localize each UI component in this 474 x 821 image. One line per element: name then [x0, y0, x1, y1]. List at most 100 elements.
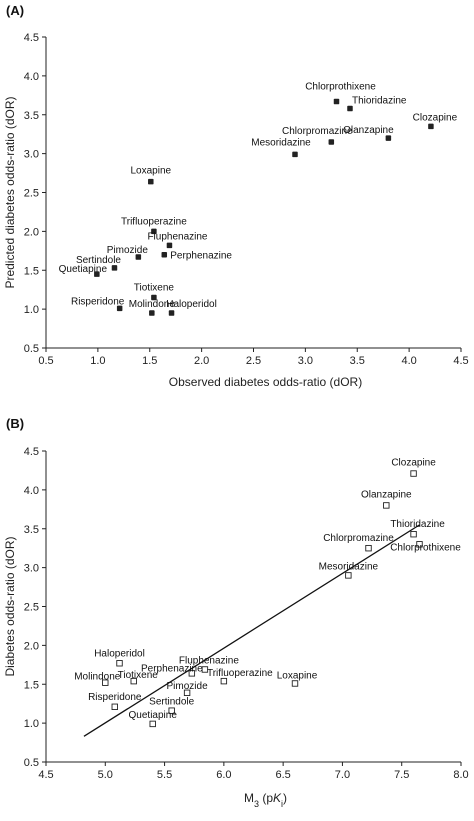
point-label-olanzapine: Olanzapine — [361, 489, 412, 500]
y-tick-label-b: 1.0 — [24, 718, 39, 730]
y-tick-label-a: 2.5 — [24, 188, 39, 200]
data-point-trifluoperazine — [220, 677, 228, 685]
point-label-perphenazine: Perphenazine — [141, 663, 203, 674]
point-label-haloperidol: Haloperidol — [94, 648, 145, 659]
x-tick-label-a: 1.5 — [142, 355, 157, 367]
panel-a: (A) 0.5 1.0 1.5 2.0 2.5 3.0 3.5 4.0 4.5 0.5 1.0 1.5 2… — [3, 3, 469, 389]
point-label-trifluoperazine: Trifluoperazine — [207, 668, 273, 679]
point-label-olanzapine: Olanzapine — [343, 125, 394, 136]
x-tick-label-a: 1.0 — [90, 355, 105, 367]
y-tick-label-a: 0.5 — [24, 343, 39, 355]
data-point-mesoridazine — [345, 572, 352, 579]
y-tick-label-a: 2.0 — [24, 226, 39, 238]
y-tick-label-b: 3.5 — [24, 524, 39, 536]
data-point-tiotixene — [130, 677, 137, 685]
x-tick-label-b: 6.5 — [275, 769, 290, 781]
data-point-chlorprothixene — [333, 98, 340, 105]
data-point-molindone — [102, 679, 109, 686]
x-tick-label-a: 0.5 — [38, 355, 53, 367]
point-label-thioridazine: Thioridazine — [390, 519, 445, 530]
data-point-chlorprothixene — [416, 541, 423, 548]
y-tick-label-b: 4.5 — [24, 446, 39, 458]
y-tick-label-a: 4.0 — [24, 71, 39, 83]
point-label-perphenazine: Perphenazine — [170, 251, 232, 262]
data-point-perphenazine — [188, 670, 196, 677]
data-point-quetiapine — [94, 271, 100, 277]
point-label-fluphenazine: Fluphenazine — [179, 655, 239, 666]
data-point-olanzapine — [383, 502, 390, 509]
point-label-chlorpromazine: Chlorpromazine — [282, 126, 353, 137]
panel-b: (B) 4.5 5.0 5.5 6.0 6.5 7.0 7.5 8.0 0.5 1.0 1.5 2.0 2… — [3, 416, 469, 809]
point-label-fluphenazine: Fluphenazine — [147, 231, 207, 242]
x-tick-label-a: 3.5 — [350, 355, 365, 367]
x-axis-label-b: M3 (pKi) — [244, 791, 287, 809]
data-point-fluphenazine — [166, 242, 173, 249]
regression-line — [83, 524, 420, 737]
point-label-chlorpromazine: Chlorpromazine — [323, 533, 394, 544]
data-point-pimozide — [183, 689, 191, 697]
data-point-loxapine — [148, 178, 154, 185]
data-point-clozapine — [410, 470, 417, 477]
panel-label-b: (B) — [6, 416, 24, 431]
point-label-sertindole: Sertindole — [76, 255, 121, 266]
data-point-risperidone — [116, 305, 123, 312]
point-label-molindone: Molindone — [74, 672, 121, 683]
point-label-chlorprothixene: Chlorprothixene — [390, 542, 461, 553]
data-point-olanzapine — [385, 135, 392, 141]
x-axis-label-a: Observed diabetes odds-ratio (dOR) — [169, 375, 362, 389]
data-point-sertindole — [168, 707, 175, 714]
y-tick-label-b: 2.5 — [24, 602, 39, 614]
point-label-risperidone: Risperidone — [88, 692, 142, 703]
data-point-fluphenazine — [201, 666, 209, 673]
x-tick-label-a: 3.0 — [298, 355, 313, 367]
data-point-sertindole — [111, 265, 118, 271]
x-tick-label-b: 7.0 — [335, 769, 350, 781]
y-tick-label-b: 4.0 — [24, 485, 39, 497]
point-label-mesoridazine: Mesoridazine — [251, 137, 311, 148]
x-tick-label-b: 5.0 — [98, 769, 113, 781]
point-label-pimozide: Pimozide — [167, 681, 209, 692]
y-tick-label-a: 4.5 — [24, 32, 39, 44]
data-point-haloperidol — [116, 660, 123, 667]
x-tick-label-a: 2.5 — [246, 355, 261, 367]
data-point-clozapine — [428, 123, 434, 130]
y-tick-label-b: 0.5 — [24, 757, 39, 769]
x-tick-label-b: 7.5 — [394, 769, 409, 781]
x-tick-label-b: 8.0 — [453, 769, 468, 781]
y-tick-label-b: 1.5 — [24, 679, 39, 691]
x-tick-label-b: 6.0 — [216, 769, 231, 781]
y-tick-label-b: 3.0 — [24, 563, 39, 575]
point-label-pimozide: Pimozide — [107, 245, 149, 256]
point-label-tiotixene: Tiotixene — [118, 670, 159, 681]
point-label-clozapine: Clozapine — [391, 458, 436, 469]
point-label-chlorprothixene: Chlorprothixene — [305, 82, 376, 93]
data-point-quetiapine — [149, 720, 156, 728]
point-label-loxapine: Loxapine — [277, 670, 318, 681]
data-point-thioridazine — [347, 105, 353, 112]
data-point-chlorpromazine — [328, 139, 335, 145]
point-label-loxapine: Loxapine — [130, 166, 171, 177]
y-axis-label-b: Diabetes odds-ratio (dOR) — [3, 536, 17, 676]
y-tick-label-a: 1.0 — [24, 304, 39, 316]
data-point-chlorpromazine — [365, 544, 372, 552]
y-tick-label-a: 3.0 — [24, 149, 39, 161]
point-label-haloperidol: Haloperidol — [166, 299, 217, 310]
data-point-molindone — [149, 310, 155, 316]
point-label-quetiapine: Quetiapine — [129, 710, 178, 721]
data-point-perphenazine — [161, 251, 168, 258]
point-label-quetiapine: Quetiapine — [59, 264, 108, 275]
y-tick-label-a: 1.5 — [24, 265, 39, 277]
data-point-trifluoperazine — [151, 228, 157, 235]
x-tick-label-a: 4.5 — [453, 355, 468, 367]
x-tick-label-a: 4.0 — [401, 355, 416, 367]
point-label-risperidone: Risperidone — [71, 296, 125, 307]
x-tick-label-b: 5.5 — [157, 769, 172, 781]
point-label-trifluoperazine: Trifluoperazine — [121, 216, 187, 227]
point-label-tiotixene: Tiotixene — [134, 282, 175, 293]
point-label-mesoridazine: Mesoridazine — [319, 561, 379, 572]
y-tick-label-a: 3.5 — [24, 110, 39, 122]
y-tick-label-b: 2.0 — [24, 640, 39, 652]
point-label-sertindole: Sertindole — [149, 697, 194, 708]
point-label-thioridazine: Thioridazine — [352, 96, 407, 107]
